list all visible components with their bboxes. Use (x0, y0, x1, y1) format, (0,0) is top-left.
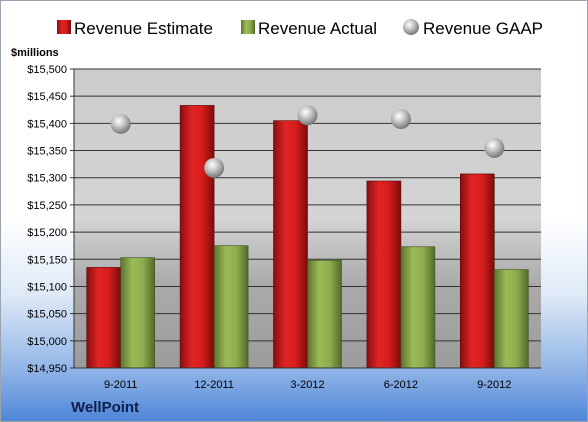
legend-swatch-estimate (57, 20, 71, 34)
company-name: WellPoint (71, 399, 139, 416)
point-revenue-gaap (204, 157, 225, 178)
bars (86, 105, 529, 369)
y-tick-label: $15,250 (27, 200, 67, 212)
bar-revenue-estimate (179, 105, 215, 369)
y-tick-label: $15,000 (27, 336, 67, 348)
legend-item-revenue-estimate: Revenue Estimate (57, 19, 213, 38)
point-revenue-gaap (390, 109, 411, 130)
legend-label-estimate: Revenue Estimate (74, 19, 213, 38)
y-tick-label: $15,300 (27, 173, 67, 185)
legend-label-gaap: Revenue GAAP (423, 19, 543, 38)
x-tick-label: 3-2012 (290, 379, 324, 391)
y-tick-label: $14,950 (27, 363, 67, 375)
y-tick-label: $15,150 (27, 254, 67, 266)
y-axis: $14,950 $15,000 $15,050 $15,100 $15,150 $15,2… (27, 64, 75, 375)
x-tick-label: 9-2012 (477, 379, 511, 391)
y-tick-label: $15,100 (27, 281, 67, 293)
bar-revenue-actual (213, 245, 249, 369)
point-revenue-gaap (297, 105, 318, 126)
bar-revenue-estimate (459, 173, 495, 369)
x-tick-label: 6-2012 (384, 379, 418, 391)
bar-revenue-actual (400, 246, 436, 369)
bar-revenue-estimate (366, 180, 402, 369)
y-tick-label: $15,500 (27, 64, 67, 76)
y-tick-label: $15,200 (27, 227, 67, 239)
y-tick-label: $15,450 (27, 91, 67, 103)
legend-item-revenue-actual: Revenue Actual (241, 19, 377, 38)
point-revenue-gaap (110, 113, 131, 134)
units-label: $millions (11, 47, 59, 59)
point-revenue-gaap (484, 137, 505, 158)
y-tick-label: $15,400 (27, 118, 67, 130)
legend-label-actual: Revenue Actual (258, 19, 377, 38)
bar-revenue-actual (493, 269, 529, 369)
y-tick-label: $15,350 (27, 146, 67, 158)
legend-swatch-actual (241, 20, 255, 34)
legend-swatch-gaap (403, 19, 419, 35)
gaap-points (110, 105, 505, 178)
bar-revenue-estimate (86, 267, 121, 369)
x-axis: 9-2011 12-2011 3-2012 6-2012 9-2012 (74, 367, 541, 391)
y-tick-label: $15,050 (27, 309, 67, 321)
bar-revenue-actual (307, 260, 342, 369)
bar-revenue-actual (120, 257, 155, 369)
bar-revenue-estimate (273, 120, 308, 369)
legend: Revenue Estimate Revenue Actual Revenue … (57, 19, 543, 38)
x-tick-label: 12-2011 (194, 379, 234, 391)
x-tick-label: 9-2011 (104, 379, 137, 391)
legend-item-revenue-gaap: Revenue GAAP (403, 19, 543, 38)
